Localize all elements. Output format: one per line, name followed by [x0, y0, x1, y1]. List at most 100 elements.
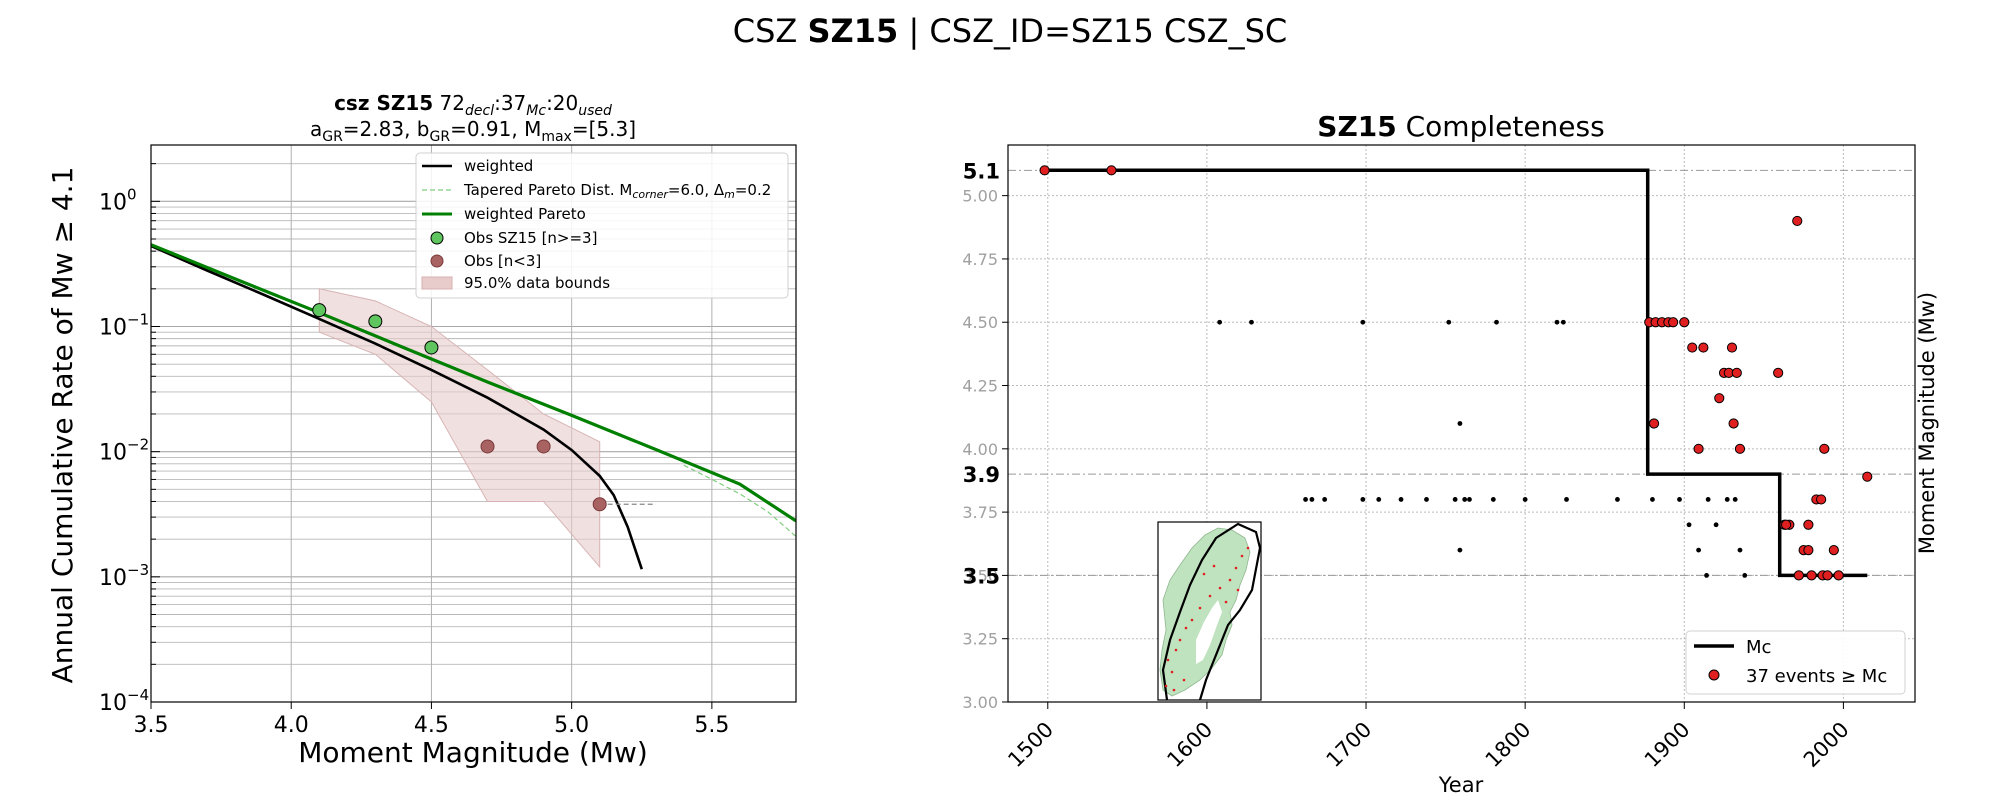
- inset-event-dot: [1228, 578, 1232, 582]
- completeness-event-below-mc: [1732, 497, 1738, 502]
- completeness-mc-level-label: 3.5: [963, 564, 1000, 588]
- gr-obs-point: [312, 303, 327, 318]
- inset-event-dot: [1174, 648, 1178, 652]
- inset-event-dot: [1246, 546, 1250, 550]
- inset-event-dots: [1164, 546, 1250, 692]
- completeness-title: SZ15 Completeness: [1317, 110, 1604, 143]
- completeness-event-below-mc: [1560, 319, 1566, 325]
- gr-y-tick-label: 10−4: [99, 686, 149, 716]
- gr-x-tick-label: 5.5: [694, 713, 729, 738]
- completeness-x-tick-label: 1700: [1322, 717, 1377, 772]
- completeness-y-tick-label: 3.50: [962, 566, 998, 585]
- gr-data-bounds-band: [318, 288, 601, 569]
- gr-x-axis-label: Moment Magnitude (Mw): [298, 736, 648, 769]
- completeness-event-below-mc: [1650, 497, 1655, 502]
- completeness-event-below-mc: [1452, 497, 1458, 502]
- gr-weighted-pareto-line: [151, 243, 796, 523]
- gr-y-tick-exp: −2: [127, 436, 149, 454]
- completeness-event-below-mc: [1705, 497, 1711, 502]
- completeness-event-above-mc: [1819, 443, 1830, 454]
- completeness-legend: Mc 37 events ≥ Mc: [1685, 630, 1906, 695]
- gr-chart-title-line2: aGR=2.83, bGR=0.91, Mmax=[5.3]: [310, 117, 636, 145]
- gr-legend-box: [415, 152, 789, 299]
- completeness-event-above-mc: [1726, 342, 1738, 353]
- gr-y-tick-label: 10−1: [99, 310, 149, 340]
- completeness-event-below-mc: [1249, 319, 1254, 325]
- gr-x-tick-label: 3.5: [134, 713, 169, 738]
- inset-event-dot: [1182, 678, 1186, 682]
- inset-event-dot: [1224, 600, 1228, 604]
- completeness-event-above-mc: [1106, 165, 1117, 176]
- completeness-x-axis-label: Year: [1438, 773, 1484, 797]
- completeness-mc-level-label: 5.1: [963, 159, 1000, 183]
- inset-event-dot: [1240, 554, 1244, 558]
- completeness-axes-frame: [1007, 144, 1916, 703]
- completeness-event-above-mc: [1792, 215, 1803, 227]
- completeness-title-rest: Completeness: [1397, 110, 1605, 143]
- gr-y-tick-label: 100: [99, 185, 137, 215]
- completeness-y-tick-label: 3.00: [962, 693, 998, 712]
- inset-event-dot: [1208, 594, 1212, 598]
- gr-y-tick-base: 10: [99, 441, 127, 466]
- completeness-event-above-mc: [1773, 367, 1784, 378]
- gr-legend-label-weighted: weighted: [464, 157, 533, 175]
- completeness-event-above-mc: [1816, 494, 1827, 505]
- gr-legend-label-tapered: Tapered Pareto Dist. Mcorner=6.0, Δm=0.2: [463, 181, 771, 201]
- completeness-event-below-mc: [1217, 319, 1223, 325]
- gr-title2-msub: max: [541, 129, 572, 145]
- completeness-event-above-mc: [1828, 544, 1839, 556]
- completeness-event-above-mc: [1803, 519, 1814, 530]
- completeness-event-below-mc: [1424, 497, 1429, 502]
- completeness-event-above-mc: [1806, 570, 1817, 581]
- completeness-event-below-mc: [1704, 573, 1709, 578]
- completeness-event-below-mc: [1376, 497, 1382, 502]
- completeness-event-below-mc: [1742, 573, 1748, 578]
- gr-title-sub2: Mc: [526, 103, 546, 119]
- gr-x-tick-label: 5.0: [554, 713, 589, 738]
- completeness-y-axis-label: Moment Magnitude (Mw): [1915, 292, 1939, 554]
- completeness-event-below-mc: [1462, 497, 1468, 502]
- figure-title: CSZ SZ15 | CSZ_ID=SZ15 CSZ_SC: [733, 12, 1287, 50]
- completeness-event-below-mc: [1309, 497, 1315, 502]
- completeness-y-tick-label: 3.25: [962, 630, 998, 649]
- gr-x-tick-label: 4.0: [274, 713, 309, 738]
- completeness-event-below-mc: [1360, 497, 1366, 502]
- completeness-event-above-mc: [1714, 393, 1725, 404]
- completeness-event-below-mc: [1713, 522, 1719, 528]
- gr-title2-aval: =2.83, b: [343, 117, 430, 141]
- figure-title-pre: CSZ: [733, 12, 808, 50]
- inset-event-dot: [1198, 606, 1202, 610]
- gr-y-tick-exp: −4: [127, 686, 149, 704]
- completeness-event-above-mc: [1734, 443, 1746, 454]
- gr-legend-swatch-obs: [430, 231, 444, 245]
- completeness-event-above-mc: [1698, 342, 1709, 353]
- completeness-mc-level-label: 3.9: [963, 463, 1000, 487]
- completeness-event-below-mc: [1615, 497, 1620, 502]
- inset-event-dot: [1202, 572, 1206, 576]
- gr-y-tick-exp: 0: [127, 185, 137, 203]
- completeness-event-below-mc: [1554, 319, 1560, 325]
- inset-event-dot: [1212, 564, 1216, 568]
- completeness-event-below-mc: [1737, 547, 1743, 553]
- completeness-event-below-mc: [1457, 547, 1463, 553]
- gr-legend-label-obs-sparse: Obs [n<3]: [464, 252, 541, 270]
- completeness-event-above-mc: [1781, 519, 1792, 530]
- completeness-legend-swatch-events: [1708, 669, 1720, 681]
- gr-title2-asub: GR: [322, 129, 343, 145]
- gr-legend-tapered-sub2: m: [724, 188, 735, 201]
- gr-axes-frame: [150, 144, 797, 703]
- gr-legend-tapered-c: =0.2: [735, 181, 771, 199]
- completeness-event-above-mc: [1648, 418, 1660, 429]
- completeness-x-tick-label: 1800: [1481, 717, 1536, 772]
- gr-legend-tapered-b: =6.0, Δ: [668, 181, 725, 199]
- completeness-event-below-mc: [1398, 497, 1404, 502]
- completeness-chart: SZ15 Completeness 1500 1600 1700 1800 1900 20…: [962, 110, 1939, 797]
- completeness-mc-step-line: [1043, 168, 1868, 578]
- gr-legend: weighted Tapered Pareto Dist. Mcorner=6.…: [415, 152, 789, 299]
- inset-land: [1159, 527, 1251, 697]
- figure-title-bold: SZ15: [808, 12, 899, 50]
- completeness-event-above-mc: [1693, 443, 1704, 454]
- inset-event-dot: [1190, 618, 1194, 622]
